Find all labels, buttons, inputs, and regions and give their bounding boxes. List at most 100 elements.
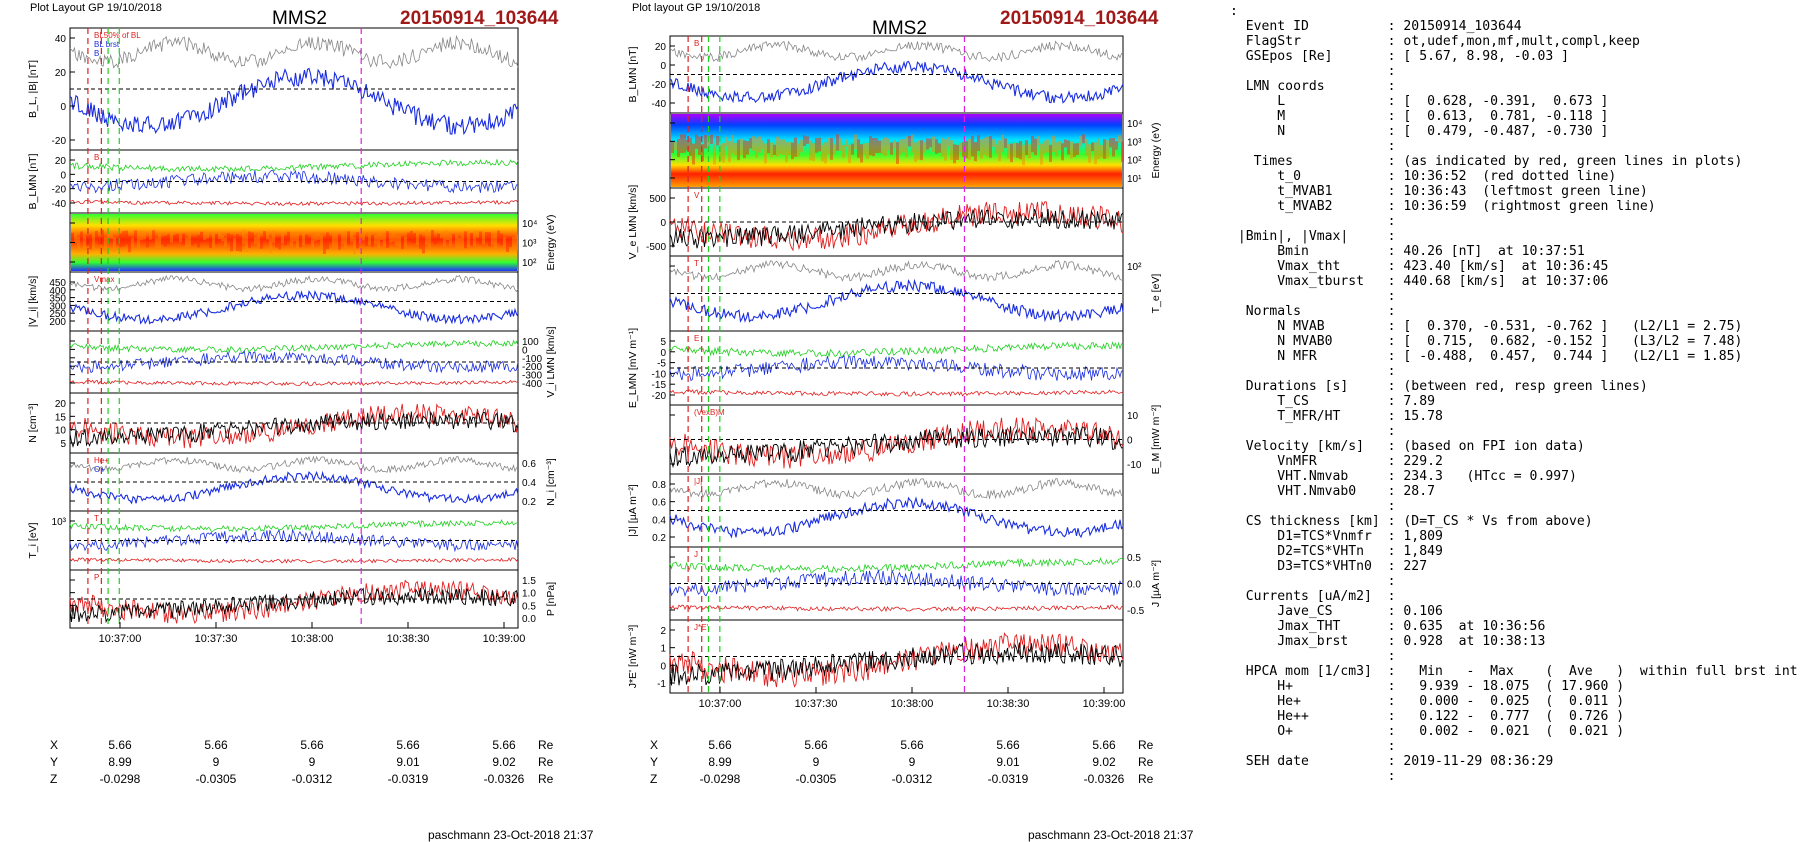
info-line: D2=TCS*VHTn : 1,849	[1230, 544, 1443, 559]
coord-value: -0.0298	[99, 772, 141, 786]
spectrogram-cell	[689, 137, 692, 156]
spectrogram-cell	[761, 140, 764, 150]
spectrogram-cell	[899, 139, 902, 155]
spectrogram-cell	[218, 232, 221, 240]
spectrogram-cell	[71, 232, 74, 242]
panel-9-ylabel: P [nPa]	[545, 582, 557, 616]
panel-1-ylabel: B_L, |B| [nT]	[27, 60, 39, 118]
data-trace	[669, 557, 1124, 574]
panel-5-tick-label: -20	[652, 391, 667, 402]
spectrogram-cell	[260, 236, 263, 249]
panel-7-tick-label: 0.6	[652, 498, 666, 509]
spectrogram-cell	[362, 232, 365, 241]
plot1-title: MMS2	[272, 8, 327, 29]
panel-5-tick-label: 100	[522, 337, 539, 348]
data-trace	[669, 389, 1124, 397]
coord-value: 5.66	[300, 738, 324, 752]
spectrogram-cell	[776, 136, 779, 157]
spectrogram-cell	[116, 237, 119, 245]
panel-6-ylabel: N [cm⁻³]	[27, 403, 39, 442]
panel-9-tick-label: -1	[657, 679, 666, 690]
spectrogram-cell	[221, 235, 224, 242]
spectrogram-cell	[320, 235, 323, 248]
spectrogram-cell	[890, 142, 893, 155]
coord-value: 8.99	[108, 755, 132, 769]
x-tick-label: 10:39:00	[483, 633, 526, 645]
spectrogram-cell	[158, 233, 161, 248]
spectrogram-cell	[149, 231, 152, 240]
info-line: HPCA mom [1/cm3] : Min - Max ( Ave ) wit…	[1230, 664, 1798, 679]
spectrogram-cell	[392, 231, 395, 242]
spectrogram-cell	[95, 230, 98, 240]
coord-unit: Re	[1138, 772, 1154, 786]
spectrogram-cell	[443, 230, 446, 247]
info-line: CS thickness [km] : (D=T_CS * Vs from ab…	[1230, 514, 1593, 529]
spectrogram-cell	[674, 141, 677, 151]
panel-2-ylabel: B_LMN [nT]	[27, 153, 39, 209]
panel-7-legend: O+	[94, 465, 105, 474]
data-trace	[669, 604, 1124, 613]
data-trace	[669, 40, 1124, 63]
spectrogram-cell	[812, 143, 815, 162]
spectrogram-cell	[215, 234, 218, 245]
spectrogram-cell	[866, 142, 869, 159]
spectrogram-cell	[83, 235, 86, 249]
spectrogram-cell	[203, 230, 206, 240]
coord-unit: Re	[538, 738, 554, 752]
panel-6-tick-label: 20	[55, 399, 67, 410]
info-line: :	[1230, 139, 1396, 154]
spectrogram-cell	[695, 134, 698, 149]
spectrogram-cell	[206, 232, 209, 239]
panel-5-tick-label: -5	[657, 359, 666, 370]
info-line: :	[1230, 289, 1396, 304]
spectrogram-cell	[1013, 142, 1016, 158]
data-trace	[69, 199, 519, 207]
panel-7-tick-label: 0.4	[522, 478, 536, 489]
panel-2-tick-label: 0	[60, 170, 66, 181]
spectrogram-cell	[938, 143, 941, 153]
spectrogram-cell	[968, 138, 971, 160]
spectrogram-cell	[944, 139, 947, 161]
data-trace	[69, 455, 518, 474]
info-line: :	[1230, 499, 1396, 514]
coord-value: 8.99	[708, 755, 732, 769]
panel-5-tick-label: -400	[522, 379, 542, 390]
spectrogram-cell	[185, 237, 188, 248]
spectrogram-cell	[731, 134, 734, 154]
coord-value: -0.0326	[483, 772, 525, 786]
spectrogram-cell	[500, 233, 503, 246]
spectrogram-cell	[122, 231, 125, 247]
spectrogram-cell	[125, 230, 128, 245]
spectrogram-cell	[344, 230, 347, 248]
panel-4-tick-label: 250	[49, 309, 66, 320]
spectrogram-cell	[509, 236, 512, 247]
spectrogram-cell	[1055, 142, 1058, 157]
panel-1-legend: B	[94, 49, 99, 58]
panel-8-tick-label: -0.5	[1127, 606, 1145, 617]
spectrogram-cell	[383, 235, 386, 247]
spectrogram-cell	[476, 230, 479, 238]
panel-5-tick-label: -100	[522, 354, 542, 365]
spectrogram-cell	[299, 235, 302, 248]
coord-value: 5.66	[492, 738, 516, 752]
panel-3-tick-label: 500	[649, 194, 666, 205]
spectrogram-cell	[683, 134, 686, 153]
coord-value: -0.0326	[1083, 772, 1125, 786]
panel-6-tick-label: -10	[1127, 460, 1142, 471]
spectrogram-cell	[1079, 135, 1082, 146]
data-trace	[669, 642, 1124, 686]
spectrogram-cell	[839, 137, 842, 151]
spectrogram-cell	[770, 142, 773, 158]
spectrogram-cell	[782, 139, 785, 155]
coord-value: 5.66	[708, 738, 732, 752]
spectrogram-cell	[365, 236, 368, 247]
spectrogram-cell	[314, 233, 317, 241]
spectrogram-cell	[905, 136, 908, 158]
spectrogram-cell	[173, 234, 176, 242]
data-trace	[69, 67, 519, 136]
panel-7-tick-label: 0.6	[522, 459, 536, 470]
spectrogram-cell	[737, 139, 740, 161]
spectrogram-cell	[74, 232, 77, 243]
coord-value: 9	[212, 755, 220, 769]
